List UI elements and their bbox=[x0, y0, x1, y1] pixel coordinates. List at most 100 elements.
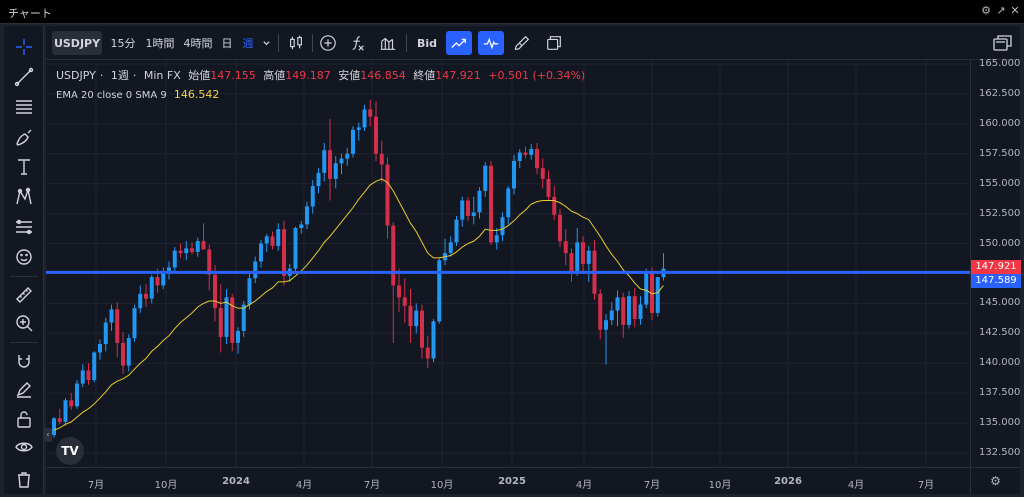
price-tick-label: 160.000 bbox=[979, 117, 1021, 129]
lock-tool[interactable] bbox=[10, 406, 38, 432]
axis-settings-button[interactable]: ⚙ bbox=[970, 467, 1020, 494]
visibility-tool[interactable] bbox=[10, 434, 38, 460]
line-price-tag: 147.589 bbox=[971, 274, 1021, 289]
candle bbox=[224, 289, 229, 345]
candle bbox=[132, 304, 137, 342]
stay-drawing-tool[interactable] bbox=[10, 376, 38, 402]
candle bbox=[230, 293, 235, 352]
symbol-button[interactable]: USDJPY bbox=[52, 31, 102, 55]
price-tick-label: 157.500 bbox=[979, 147, 1021, 159]
candle bbox=[293, 226, 298, 274]
pattern-tool[interactable] bbox=[10, 184, 38, 210]
forecast-icon bbox=[16, 219, 32, 235]
candle bbox=[52, 417, 56, 438]
candle bbox=[414, 303, 419, 334]
templates-button[interactable] bbox=[376, 31, 400, 55]
candle bbox=[581, 236, 585, 272]
fib-tool[interactable] bbox=[10, 94, 38, 120]
settings-icon[interactable]: ⚙ bbox=[981, 4, 991, 17]
candle bbox=[586, 245, 591, 282]
time-tick-label: 7月 bbox=[363, 480, 381, 491]
magnet-tool[interactable] bbox=[10, 348, 38, 374]
candle bbox=[448, 236, 453, 257]
close-icon[interactable]: ✕ bbox=[1010, 4, 1020, 17]
candle bbox=[443, 238, 447, 266]
forecast-tool[interactable] bbox=[10, 214, 38, 240]
interval-4h[interactable]: 4時間 bbox=[183, 37, 213, 50]
delete-tool[interactable] bbox=[10, 466, 38, 492]
candle bbox=[75, 379, 79, 409]
candle bbox=[138, 285, 143, 313]
pulse-icon bbox=[483, 37, 499, 50]
candle bbox=[63, 397, 68, 426]
multi-window-button[interactable] bbox=[990, 31, 1016, 55]
candle bbox=[201, 223, 206, 250]
icon-tool[interactable] bbox=[10, 244, 38, 270]
candle bbox=[115, 302, 120, 358]
candle bbox=[466, 196, 470, 221]
candle bbox=[546, 170, 551, 201]
candle bbox=[575, 227, 580, 276]
trendline-tool[interactable] bbox=[10, 64, 38, 90]
candle bbox=[552, 186, 557, 220]
window-title: チャート bbox=[8, 7, 52, 20]
bid-button[interactable]: Bid bbox=[416, 36, 438, 50]
unlock-icon bbox=[17, 411, 31, 428]
drawing-settings-button[interactable] bbox=[510, 31, 534, 55]
collapse-toolbar-button[interactable]: ‹ bbox=[44, 428, 52, 442]
candle bbox=[57, 408, 62, 425]
time-tick-label: 4月 bbox=[847, 480, 865, 491]
gear-icon: ⚙ bbox=[990, 474, 1001, 488]
interval-1h[interactable]: 1時間 bbox=[145, 37, 175, 50]
ohlc-legend: USDJPY · 1週 · Min FX 始値147.155 高値149.187 安… bbox=[56, 69, 586, 82]
candle bbox=[425, 335, 430, 369]
time-tick-label: 4月 bbox=[575, 480, 593, 491]
candle bbox=[529, 144, 534, 160]
candle bbox=[178, 243, 183, 258]
time-axis[interactable]: 7月 10月 2024 4月 7月 10月 2025 4月 7月 10月 2026 4月 7月 bbox=[46, 467, 970, 494]
time-tick-label: 7月 bbox=[643, 480, 661, 491]
layout-button[interactable] bbox=[542, 31, 566, 55]
legend-close-label: 終値 bbox=[413, 69, 436, 82]
brush-tool[interactable] bbox=[10, 124, 38, 150]
interval-15m[interactable]: 15分 bbox=[110, 37, 136, 50]
popout-icon[interactable]: ↗ bbox=[996, 4, 1006, 17]
compare-button[interactable] bbox=[316, 31, 340, 55]
legend-low-label: 安値 bbox=[338, 69, 361, 82]
price-tick-label: 145.000 bbox=[979, 297, 1021, 309]
interval-1w[interactable]: 週 bbox=[242, 37, 254, 50]
price-tick-label: 152.500 bbox=[979, 207, 1021, 219]
paint-brush-icon bbox=[514, 35, 530, 50]
legend-symbol: USDJPY bbox=[56, 69, 96, 82]
crosshair-tool[interactable] bbox=[10, 34, 38, 60]
candle bbox=[259, 239, 263, 268]
candlestick-plot bbox=[46, 60, 970, 467]
candle bbox=[276, 223, 281, 251]
pulse-toggle[interactable] bbox=[478, 31, 504, 55]
pattern-icon bbox=[16, 187, 32, 205]
price-chart[interactable]: USDJPY · 1週 · Min FX 始値147.155 高値149.187 安… bbox=[46, 60, 970, 467]
candle bbox=[351, 126, 355, 158]
indicator-legend[interactable]: EMA 20 close 0 SMA 9 146.542 bbox=[56, 88, 219, 101]
price-tick-label: 132.500 bbox=[979, 447, 1021, 458]
time-tick-label: 10月 bbox=[154, 480, 178, 491]
candle bbox=[477, 187, 482, 219]
candle bbox=[592, 239, 597, 300]
text-tool[interactable] bbox=[10, 154, 38, 180]
chevron-down-icon bbox=[262, 40, 270, 45]
price-axis[interactable]: 165.000 162.500 160.000 157.500 155.000 152.5… bbox=[970, 58, 1021, 467]
candle bbox=[328, 119, 332, 201]
legend-high-label: 高値 bbox=[263, 69, 286, 82]
zoom-tool[interactable] bbox=[10, 310, 38, 336]
interval-dropdown[interactable] bbox=[260, 31, 272, 55]
interval-1d[interactable]: 日 bbox=[221, 37, 233, 50]
trading-toggle[interactable] bbox=[446, 31, 472, 55]
last-price-tag: 147.921 bbox=[971, 260, 1021, 275]
indicators-button[interactable] bbox=[346, 31, 370, 55]
tradingview-logo[interactable]: TV bbox=[56, 437, 84, 465]
trendline-icon bbox=[14, 67, 34, 87]
legend-low: 146.854 bbox=[360, 69, 406, 82]
measure-tool[interactable] bbox=[10, 282, 38, 308]
candle bbox=[512, 154, 516, 195]
chart-type-button[interactable] bbox=[284, 31, 308, 55]
